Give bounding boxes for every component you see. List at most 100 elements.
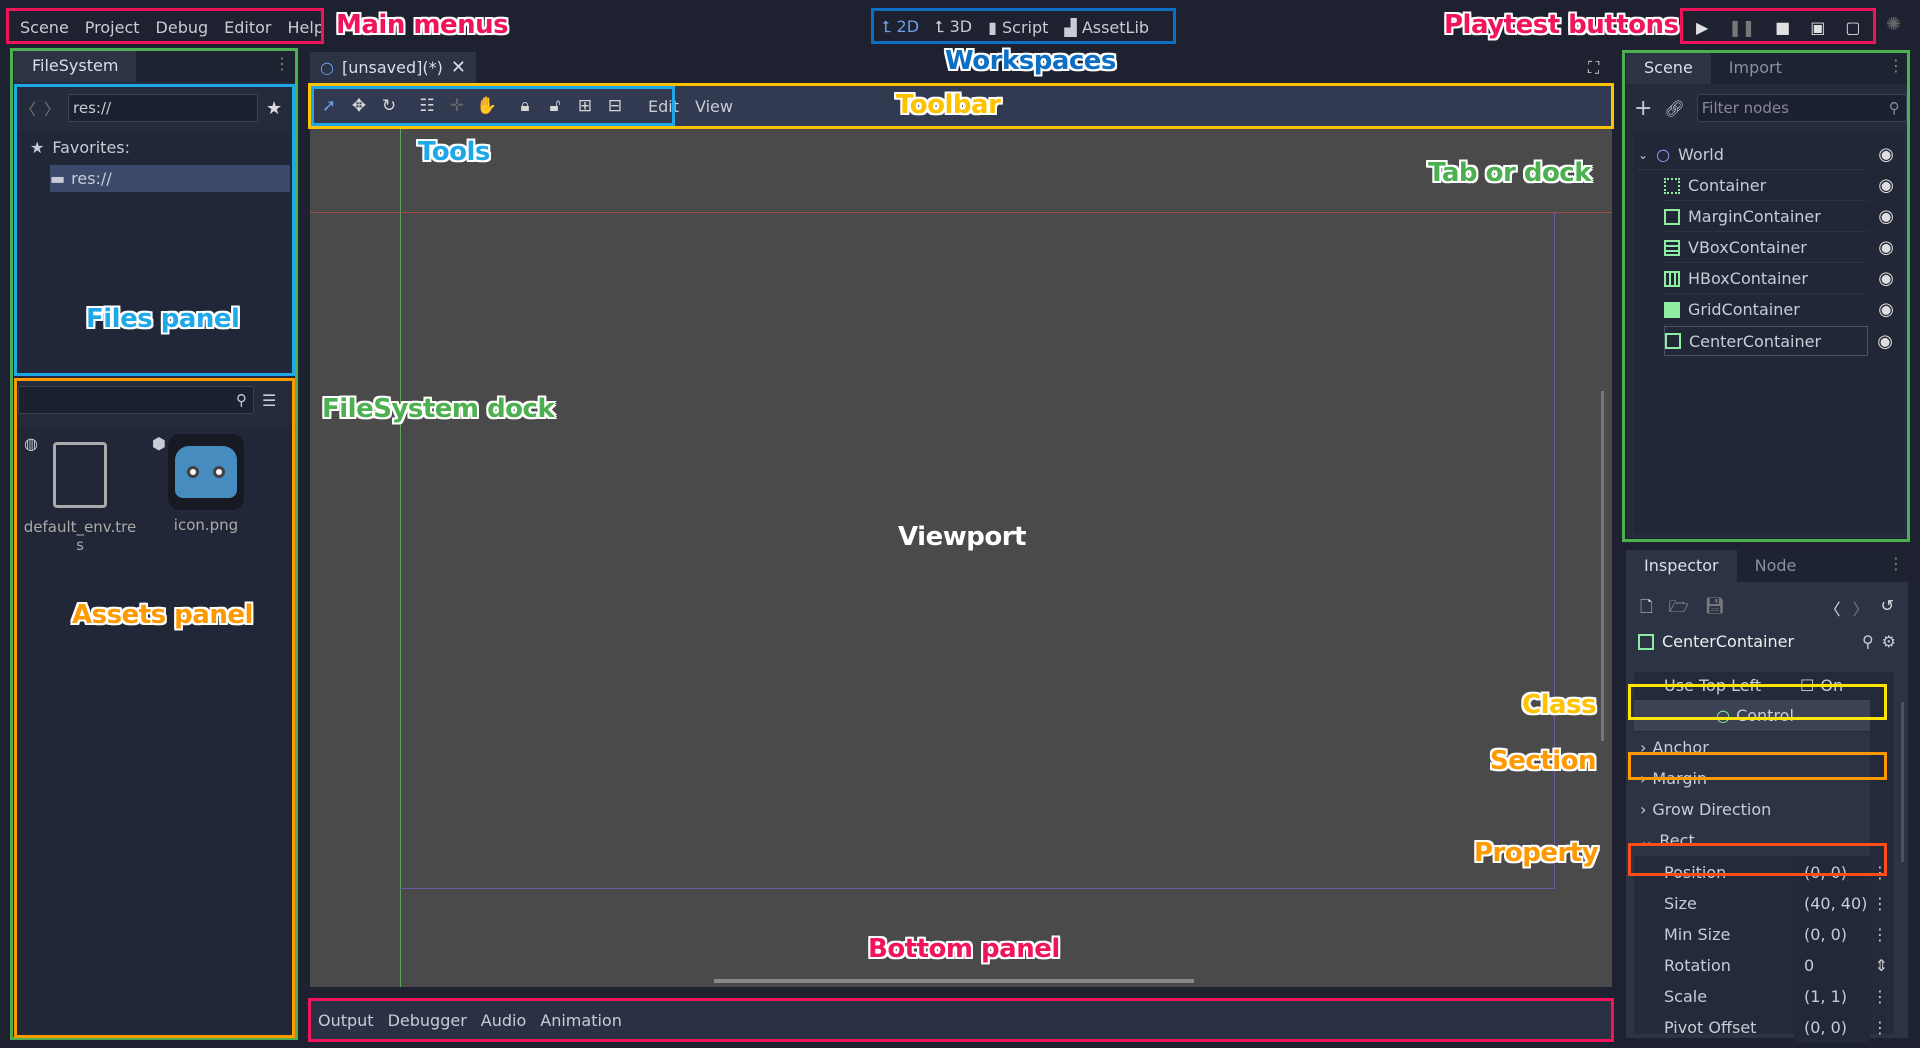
list-select-icon[interactable]: ☷: [419, 96, 435, 116]
workspace-3d[interactable]: ⮤ 3D: [935, 17, 973, 36]
ungroup-icon[interactable]: ⊟: [607, 96, 623, 116]
file-search-input[interactable]: ⚲: [18, 386, 254, 414]
more-icon[interactable]: ⋮: [1872, 987, 1888, 1006]
pivot-tool-icon[interactable]: ✛: [449, 96, 465, 116]
tab-animation[interactable]: Animation: [540, 1010, 622, 1030]
visibility-eye-icon[interactable]: ◉: [1877, 330, 1893, 352]
visibility-eye-icon[interactable]: ◉: [1878, 206, 1894, 227]
back-icon[interactable]: 〈: [20, 100, 37, 119]
add-node-icon[interactable]: +: [1634, 95, 1653, 121]
tree-node[interactable]: MarginContainer ◉: [1664, 202, 1894, 232]
tree-node[interactable]: VBoxContainer ◉: [1664, 233, 1894, 263]
menu-edit[interactable]: Edit: [648, 96, 679, 116]
pan-tool-icon[interactable]: ✋: [476, 96, 498, 116]
v-scrollbar[interactable]: [1601, 391, 1604, 741]
tree-node-world[interactable]: ⌄ ○ World ◉: [1638, 140, 1894, 170]
object-settings-icon[interactable]: ⚙: [1881, 632, 1896, 651]
more-icon[interactable]: ⋮: [1872, 925, 1888, 944]
more-icon[interactable]: ⋮: [1872, 894, 1888, 913]
file-item[interactable]: ⬢ icon.png: [146, 434, 266, 534]
section-margin[interactable]: › Margin: [1634, 763, 1870, 794]
filter-nodes-input[interactable]: Filter nodes ⚲: [1696, 94, 1907, 122]
visibility-eye-icon[interactable]: ◉: [1878, 299, 1894, 320]
play-custom-scene-icon[interactable]: ▢: [1845, 17, 1861, 37]
section-grow-direction[interactable]: › Grow Direction: [1634, 794, 1870, 825]
workspace-assetlib[interactable]: ▟ AssetLib: [1064, 17, 1150, 37]
tab-inspector[interactable]: Inspector: [1626, 550, 1737, 582]
menu-help[interactable]: Help: [287, 17, 324, 37]
play-scene-icon[interactable]: ▣: [1810, 17, 1826, 37]
search-icon: ⚲: [1888, 99, 1900, 117]
tree-node[interactable]: Container ◉: [1664, 171, 1894, 201]
tab-audio[interactable]: Audio: [480, 1010, 527, 1030]
more-icon[interactable]: ⋮: [1872, 1018, 1888, 1037]
history-icon[interactable]: ↺: [1880, 596, 1894, 615]
dock-menu-icon[interactable]: ⋮: [1888, 56, 1904, 75]
property-size[interactable]: Size (40, 40) ⋮: [1634, 888, 1888, 919]
workspace-script[interactable]: ▮ Script: [988, 17, 1049, 37]
visibility-eye-icon[interactable]: ◉: [1878, 237, 1894, 258]
more-icon[interactable]: ⋮: [1872, 863, 1888, 882]
tab-debugger[interactable]: Debugger: [387, 1010, 467, 1030]
group-icon[interactable]: ⊞: [577, 96, 593, 116]
select-tool-icon[interactable]: ➚: [321, 96, 337, 116]
tab-output[interactable]: Output: [318, 1010, 374, 1030]
h-scrollbar[interactable]: [714, 979, 1194, 983]
close-icon[interactable]: ✕: [450, 56, 466, 78]
path-field[interactable]: res://: [68, 94, 259, 122]
open-folder-icon[interactable]: 🗁︎: [1668, 597, 1689, 616]
forward-icon[interactable]: 〉: [44, 100, 61, 119]
tab-filesystem[interactable]: FileSystem: [14, 50, 137, 82]
menu-scene[interactable]: Scene: [20, 17, 69, 37]
tab-node[interactable]: Node: [1754, 556, 1797, 575]
property-pivot-offset[interactable]: Pivot Offset (0, 0) ⋮: [1634, 1012, 1888, 1043]
search-icon[interactable]: ⚲: [1861, 632, 1874, 651]
pause-icon[interactable]: ❚❚: [1728, 17, 1756, 37]
tree-node[interactable]: GridContainer ◉: [1664, 295, 1894, 325]
property-position[interactable]: Position (0, 0) ⋮: [1634, 857, 1888, 888]
move-tool-icon[interactable]: ✥: [351, 96, 367, 116]
dock-menu-icon[interactable]: ⋮: [1888, 554, 1904, 573]
tree-node[interactable]: HBoxContainer ◉: [1664, 264, 1894, 294]
tree-node-selected[interactable]: CenterContainer ◉: [1664, 326, 1893, 356]
lock-icon[interactable]: 🔒︎: [520, 96, 530, 116]
history-back-icon[interactable]: 〈: [1824, 600, 1841, 619]
rotate-tool-icon[interactable]: ↻: [381, 96, 397, 116]
menu-project[interactable]: Project: [84, 17, 140, 37]
spinner-icon[interactable]: ⇕: [1874, 956, 1888, 975]
section-anchor[interactable]: › Anchor: [1634, 732, 1870, 763]
section-rect[interactable]: ⌄ Rect: [1634, 825, 1870, 856]
inspected-object[interactable]: CenterContainer: [1662, 632, 1795, 651]
tab-scene[interactable]: Scene: [1626, 52, 1711, 84]
property-use-top-left[interactable]: Use Top Left ☐ On: [1664, 675, 1844, 695]
tab-unsaved-scene[interactable]: ○ [unsaved](*) ✕: [310, 52, 476, 83]
menu-debug[interactable]: Debug: [155, 17, 209, 37]
stop-icon[interactable]: ■: [1775, 17, 1791, 37]
file-item[interactable]: ◍ default_env.tres: [23, 434, 137, 554]
visibility-eye-icon[interactable]: ◉: [1878, 144, 1894, 165]
folder-res-row[interactable]: ▬ res://: [50, 165, 290, 192]
unlock-icon[interactable]: 🔓︎: [549, 96, 561, 116]
history-forward-icon[interactable]: 〉: [1852, 600, 1869, 619]
menu-view[interactable]: View: [694, 96, 733, 116]
save-icon[interactable]: 💾︎: [1704, 596, 1726, 615]
list-view-icon[interactable]: ☰: [262, 390, 277, 410]
favorite-star-icon[interactable]: ★: [266, 97, 283, 119]
distraction-free-icon[interactable]: ⛶: [1588, 58, 1600, 77]
new-resource-icon[interactable]: 🗋︎: [1640, 597, 1653, 616]
link-icon[interactable]: 🔗︎: [1664, 98, 1685, 118]
checkbox[interactable]: ☐: [1800, 675, 1815, 695]
tab-import[interactable]: Import: [1728, 58, 1782, 77]
visibility-eye-icon[interactable]: ◉: [1878, 175, 1894, 196]
menu-editor[interactable]: Editor: [224, 17, 272, 37]
viewport[interactable]: [310, 129, 1612, 987]
property-min-size[interactable]: Min Size (0, 0) ⋮: [1634, 919, 1888, 950]
favorites-row[interactable]: ★ Favorites:: [30, 138, 131, 157]
inspector-scrollbar[interactable]: [1901, 702, 1904, 862]
play-icon[interactable]: ▶: [1696, 17, 1709, 37]
property-rotation[interactable]: Rotation 0 ⇕: [1634, 950, 1888, 981]
visibility-eye-icon[interactable]: ◉: [1878, 268, 1894, 289]
workspace-2d[interactable]: ⮤ 2D: [882, 17, 920, 36]
property-scale[interactable]: Scale (1, 1) ⋮: [1634, 981, 1888, 1012]
dock-menu-icon[interactable]: ⋮: [274, 54, 290, 73]
